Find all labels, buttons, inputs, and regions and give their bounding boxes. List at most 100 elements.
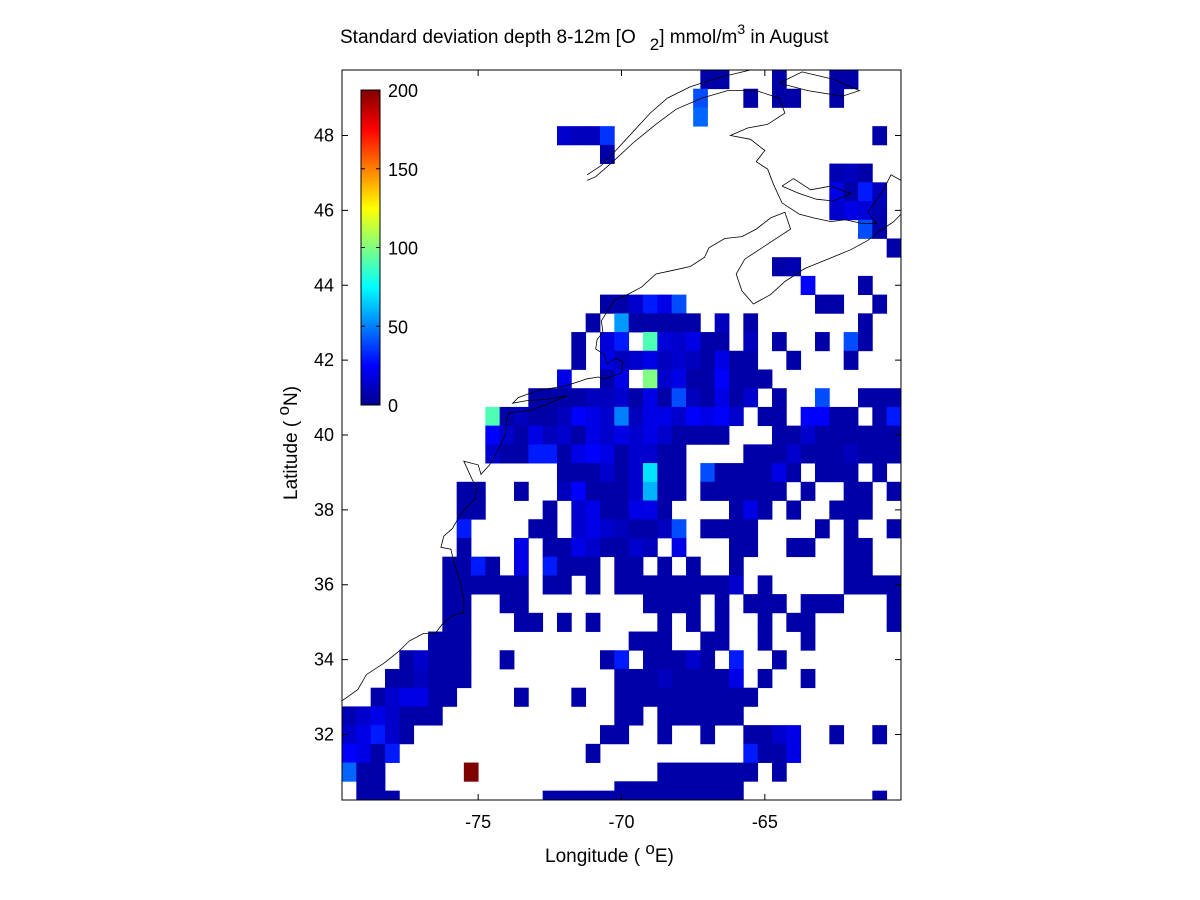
heatmap-cell (800, 406, 816, 427)
heatmap-cell (700, 425, 716, 445)
heatmap-cell (657, 294, 673, 314)
heatmap-cell (800, 612, 816, 632)
heatmap-cell (356, 725, 372, 745)
heatmap-cell (585, 575, 601, 595)
heatmap-cell (643, 500, 658, 520)
heatmap-cell (585, 519, 601, 539)
heatmap-cell (485, 444, 501, 464)
x-label-superscript: o (645, 839, 654, 858)
heatmap-cell (643, 425, 658, 445)
heatmap-cell (686, 556, 701, 576)
heatmap-cell (686, 350, 701, 370)
heatmap-cell (714, 706, 730, 726)
heatmap-cell (643, 594, 658, 614)
heatmap-cell (815, 332, 830, 352)
heatmap-cell (786, 350, 802, 370)
heatmap-cell (686, 369, 701, 389)
heatmap-cell (571, 444, 587, 464)
heatmap-cell (700, 463, 716, 483)
heatmap-cell (743, 687, 759, 707)
heatmap-cell (686, 425, 701, 445)
heatmap-cell (557, 612, 572, 632)
heatmap-cell (643, 631, 658, 651)
heatmap-cell (772, 444, 787, 464)
heatmap-cell (356, 762, 372, 782)
heatmap-cell (399, 725, 415, 745)
heatmap-cell (385, 725, 400, 745)
heatmap-cell (600, 500, 615, 520)
colorbar-tick-label: 50 (388, 317, 408, 337)
heatmap-cell (872, 406, 888, 427)
heatmap-cell (800, 481, 816, 501)
heatmap-cell (557, 556, 572, 576)
heatmap-cell (643, 369, 658, 389)
heatmap-cell (757, 463, 773, 483)
heatmap-cell (772, 425, 787, 445)
heatmap-cell (772, 463, 787, 483)
heatmap-cell (571, 388, 587, 408)
heatmap-cell (542, 575, 558, 595)
heatmap-cell (815, 444, 830, 464)
heatmap-cell (757, 594, 773, 614)
heatmap-cell (858, 500, 873, 520)
heatmap-cell (456, 631, 472, 651)
heatmap-cell (714, 425, 730, 445)
y-tick-label: 40 (314, 425, 334, 445)
heatmap-cell (456, 650, 472, 670)
heatmap-cell (772, 406, 787, 427)
heatmap-cell (714, 612, 730, 632)
heatmap-cell (628, 350, 644, 370)
heatmap-cell (772, 743, 787, 763)
heatmap-cell (815, 425, 830, 445)
title-main: Standard deviation depth 8-12m [O (340, 27, 636, 48)
heatmap-cell (800, 631, 816, 651)
heatmap-cell (514, 556, 529, 576)
heatmap-cell (786, 444, 802, 464)
heatmap-cell (370, 743, 386, 763)
heatmap-cell (786, 463, 802, 483)
heatmap-cell (657, 575, 673, 595)
heatmap-cell (729, 500, 744, 520)
heatmap-cell (743, 350, 759, 370)
heatmap-cell (657, 500, 673, 520)
heatmap-cell (886, 444, 902, 464)
heatmap-cell (843, 201, 859, 221)
heatmap-cell (700, 762, 716, 782)
heatmap-cell (872, 294, 888, 314)
heatmap-cell (858, 537, 873, 558)
y-tick-label: 32 (314, 724, 334, 744)
heatmap-cell (858, 275, 873, 296)
heatmap-cell (872, 388, 888, 408)
svg-text:Longitude ( oE): Longitude ( oE) (545, 839, 674, 867)
heatmap-cell (628, 481, 644, 501)
heatmap-cell (786, 500, 802, 520)
title-subscript: 2 (650, 35, 659, 54)
heatmap-cell (342, 725, 357, 745)
heatmap-cell (843, 575, 859, 595)
heatmap-cell (657, 350, 673, 370)
heatmap-cell (600, 144, 615, 164)
heatmap-cell (600, 650, 615, 670)
heatmap-cell (743, 332, 759, 352)
heatmap-cell (385, 790, 400, 801)
heatmap-cell (743, 313, 759, 333)
heatmap-cell (643, 687, 658, 707)
heatmap-cell (686, 388, 701, 408)
heatmap-cell (657, 650, 673, 670)
heatmap-cell (729, 406, 744, 427)
heatmap-cell (829, 70, 845, 90)
heatmap-cell (858, 219, 873, 239)
heatmap-cell (700, 350, 716, 370)
x-axis-label: Longitude ( oE) (545, 839, 674, 867)
heatmap-cell (657, 463, 673, 483)
heatmap-cell (428, 687, 443, 707)
coastline-path (779, 71, 861, 97)
heatmap-cell (800, 425, 816, 445)
heatmap-cell (514, 425, 529, 445)
heatmap-cell (514, 575, 529, 595)
colorbar-ticks: 0 50 100 150 200 (361, 81, 418, 416)
heatmap-cell (514, 481, 529, 501)
heatmap-cell (571, 481, 587, 501)
heatmap-cell (872, 575, 888, 595)
